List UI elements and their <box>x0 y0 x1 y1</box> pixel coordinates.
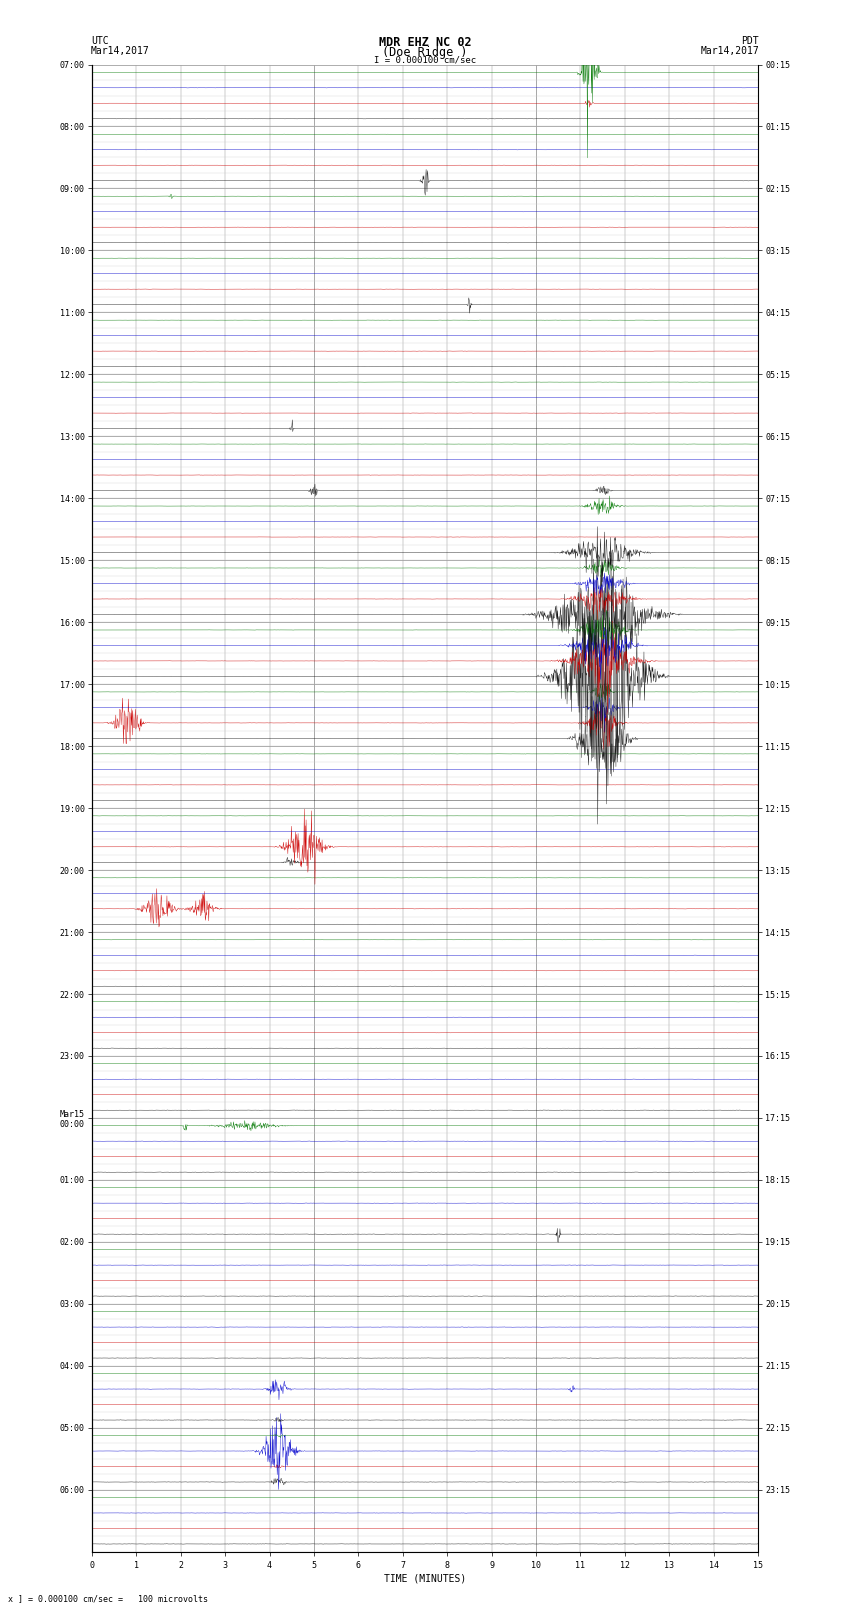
Text: UTC: UTC <box>91 37 109 47</box>
Text: Mar14,2017: Mar14,2017 <box>700 45 759 56</box>
Text: Mar14,2017: Mar14,2017 <box>91 45 150 56</box>
X-axis label: TIME (MINUTES): TIME (MINUTES) <box>384 1574 466 1584</box>
Text: x ] = 0.000100 cm/sec =   100 microvolts: x ] = 0.000100 cm/sec = 100 microvolts <box>8 1594 208 1603</box>
Text: (Doe Ridge ): (Doe Ridge ) <box>382 45 468 60</box>
Text: PDT: PDT <box>741 37 759 47</box>
Text: I = 0.000100 cm/sec: I = 0.000100 cm/sec <box>374 56 476 65</box>
Text: MDR EHZ NC 02: MDR EHZ NC 02 <box>379 37 471 50</box>
